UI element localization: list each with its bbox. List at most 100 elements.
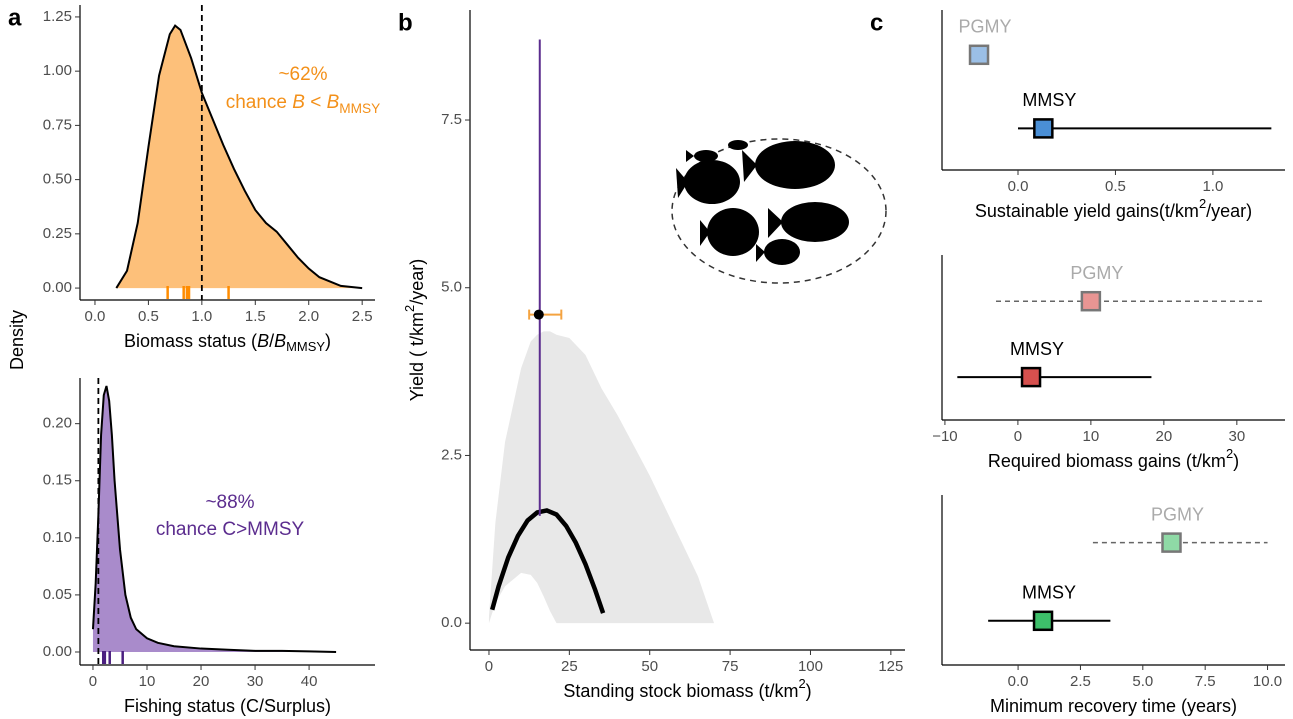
- x-axis-label-part: ): [1233, 451, 1239, 471]
- x-axis-label-part: 2: [798, 676, 805, 691]
- yield-curve: [490, 508, 606, 614]
- y-tick-label: 1.00: [43, 62, 72, 79]
- series-label: MMSY: [1022, 583, 1076, 603]
- y-tick-label: 0.25: [43, 225, 72, 242]
- x-axis-label-part: Fishing status (C/Surplus): [124, 696, 331, 716]
- estimate-marker: [1032, 610, 1054, 632]
- x-axis-label-part: MMSY: [286, 339, 325, 354]
- x-axis-label-part: Biomass status (: [124, 331, 257, 351]
- x-axis-label-part: /year): [1206, 201, 1252, 221]
- x-tick-label: 10: [139, 673, 156, 690]
- y-tick-label: 0.05: [43, 586, 72, 603]
- panel-label: a: [8, 4, 22, 31]
- x-axis-label-part: 2: [1226, 446, 1233, 461]
- y-tick-label: 2.5: [441, 446, 462, 463]
- x-tick-label: 2.0: [298, 308, 319, 325]
- density-line: [91, 385, 337, 653]
- x-axis-label-part: B: [257, 331, 269, 351]
- y-tick-label: 0.75: [43, 116, 72, 133]
- x-tick-label: 10.0: [1253, 673, 1282, 690]
- annotation-part: ~88%: [205, 492, 254, 513]
- x-axis-label-part: Minimum recovery time (years): [990, 696, 1237, 716]
- y-tick-label: 1.25: [43, 8, 72, 25]
- observed-point: [533, 309, 544, 320]
- annotation-part: B: [292, 92, 305, 113]
- x-tick-label: 2.5: [1070, 673, 1091, 690]
- x-tick-label: 0: [1014, 428, 1022, 445]
- x-axis-label-part: Sustainable yield gains(t/km: [975, 201, 1199, 221]
- fish-silhouettes: [676, 140, 849, 265]
- x-tick-label: 2.5: [352, 308, 373, 325]
- annotation: ~88%: [205, 492, 254, 513]
- x-tick-label: 0.5: [1105, 178, 1126, 195]
- annotation-part: MMSY: [339, 101, 380, 116]
- uncertainty-band: [488, 331, 715, 624]
- estimate-marker: [1161, 532, 1182, 553]
- annotation-part: chance: [226, 92, 293, 113]
- x-tick-label: 0.0: [1008, 673, 1029, 690]
- x-tick-label: 20: [1156, 428, 1173, 445]
- series-label: PGMY: [959, 17, 1012, 37]
- x-tick-label: 30: [1228, 428, 1245, 445]
- x-tick-label: 50: [641, 658, 658, 675]
- x-axis-label-part: Standing stock biomass (t/km: [563, 681, 798, 701]
- x-axis-label: Fishing status (C/Surplus): [124, 696, 331, 716]
- x-axis-label-part: 2: [1199, 196, 1206, 211]
- series-label: MMSY: [1022, 90, 1076, 110]
- y-axis-label-part: 2: [402, 305, 417, 312]
- annotation: chance C>MMSY: [156, 519, 305, 540]
- annotation-part: B: [327, 92, 340, 113]
- series-label: MMSY: [1010, 339, 1064, 359]
- x-tick-label: 125: [878, 658, 903, 675]
- x-tick-label: 1.5: [245, 308, 266, 325]
- x-axis-label-part: ): [806, 681, 812, 701]
- panel-label: c: [870, 9, 883, 36]
- y-tick-label: 5.0: [441, 279, 462, 296]
- x-tick-label: 1.0: [191, 308, 212, 325]
- x-tick-label: 0.5: [138, 308, 159, 325]
- x-axis-label: Minimum recovery time (years): [990, 696, 1237, 716]
- density-area: [116, 25, 363, 289]
- x-tick-label: 25: [561, 658, 578, 675]
- series-label: PGMY: [1070, 263, 1123, 283]
- icon-circle: [671, 138, 887, 284]
- estimate-marker: [1080, 290, 1102, 312]
- estimate-marker: [968, 44, 990, 66]
- series-label: PGMY: [1151, 504, 1204, 524]
- y-axis-label-part: /year): [407, 259, 427, 305]
- x-tick-label: 1.0: [1202, 178, 1223, 195]
- x-tick-label: 20: [193, 673, 210, 690]
- annotation-part: chance C>MMSY: [156, 519, 305, 540]
- y-tick-label: 0.0: [441, 614, 462, 631]
- y-axis-label: Yield ( t/km2/year): [402, 259, 426, 402]
- annotation: chance B < BMMSY: [226, 92, 381, 116]
- x-axis-label-part: B: [274, 331, 286, 351]
- x-tick-label: 30: [247, 673, 264, 690]
- x-tick-label: 75: [722, 658, 739, 675]
- estimate-marker: [1020, 366, 1042, 388]
- x-axis-label-part: ): [325, 331, 331, 351]
- x-tick-label: −10: [932, 428, 957, 445]
- x-axis-label: Biomass status (B/BMMSY): [124, 331, 331, 355]
- x-tick-label: 0.0: [1008, 178, 1029, 195]
- density-line: [115, 24, 363, 290]
- x-tick-label: 7.5: [1195, 673, 1216, 690]
- annotation-part: ~62%: [278, 64, 327, 85]
- y-axis-label-part: Yield ( t/km: [407, 312, 427, 401]
- x-tick-label: 0: [485, 658, 493, 675]
- x-axis-label-part: /: [269, 331, 274, 351]
- y-tick-label: 0.15: [43, 472, 72, 489]
- x-tick-label: 40: [301, 673, 318, 690]
- y-tick-label: 0.00: [43, 643, 72, 660]
- y-axis-label: Density: [7, 310, 27, 370]
- x-axis-label: Standing stock biomass (t/km2): [563, 676, 811, 700]
- x-tick-label: 0: [89, 673, 97, 690]
- annotation: ~62%: [278, 64, 327, 85]
- x-axis-label: Sustainable yield gains(t/km2/year): [975, 196, 1252, 220]
- density-area: [92, 385, 337, 652]
- y-tick-label: 0.50: [43, 171, 72, 188]
- x-tick-label: 10: [1083, 428, 1100, 445]
- x-tick-label: 100: [798, 658, 823, 675]
